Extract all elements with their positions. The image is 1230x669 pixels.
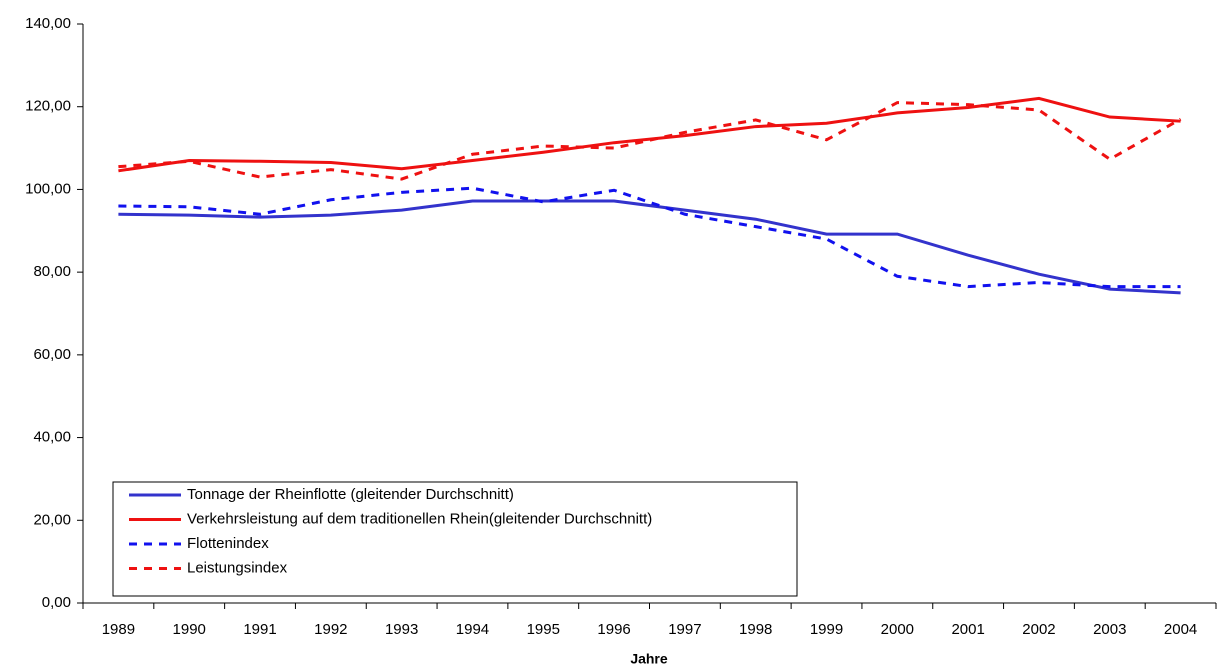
x-tick-label: 1991 <box>243 621 276 638</box>
series-line <box>118 186 1181 289</box>
x-tick-label: 2002 <box>1022 621 1055 638</box>
x-tick-label: 1993 <box>385 621 418 638</box>
x-tick-label: 1999 <box>810 621 843 638</box>
legend-box <box>112 481 798 597</box>
x-tick-label: 1994 <box>456 621 489 638</box>
legend-label: Flottenindex <box>187 535 269 552</box>
x-tick-label: 2001 <box>951 621 984 638</box>
x-tick-label: 1992 <box>314 621 347 638</box>
x-tick-label: 1989 <box>102 621 135 638</box>
x-tick-label: 1998 <box>739 621 772 638</box>
x-tick-label: 1990 <box>173 621 206 638</box>
x-tick-label: 1995 <box>527 621 560 638</box>
series-line <box>118 96 1181 173</box>
y-tick-label: 20,00 <box>33 511 71 528</box>
x-tick-label: 2000 <box>881 621 914 638</box>
legend-label: Tonnage der Rheinflotte (gleitender Durc… <box>187 486 514 503</box>
y-tick-label: 0,00 <box>42 594 71 611</box>
y-tick-label: 40,00 <box>33 429 71 446</box>
y-tick-label: 60,00 <box>33 346 71 363</box>
x-tick-label: 1996 <box>597 621 630 638</box>
y-tick-label: 140,00 <box>25 15 71 32</box>
x-axis-label: Jahre <box>630 651 668 667</box>
series-line <box>118 101 1182 181</box>
y-tick-label: 80,00 <box>33 263 71 280</box>
y-tick-label: 120,00 <box>25 98 71 115</box>
legend-label: Verkehrsleistung auf dem traditionellen … <box>187 510 652 527</box>
x-tick-label: 1997 <box>668 621 701 638</box>
legend-label: Leistungsindex <box>187 559 288 576</box>
x-tick-label: 2003 <box>1093 621 1126 638</box>
series-line <box>118 199 1181 295</box>
x-tick-label: 2004 <box>1164 621 1197 638</box>
y-tick-label: 100,00 <box>25 180 71 197</box>
